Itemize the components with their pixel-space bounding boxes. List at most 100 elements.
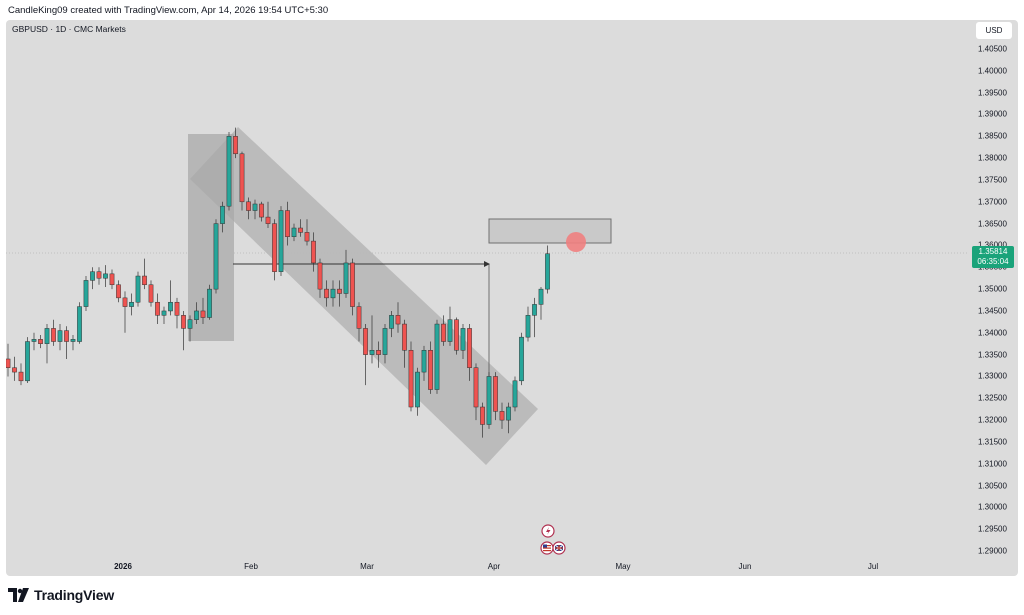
- chart-plot-area[interactable]: GBPUSD · 1D · CMC Markets: [6, 20, 968, 560]
- uk-flag-event-icon[interactable]: [552, 541, 566, 555]
- candle-body[interactable]: [493, 376, 498, 412]
- candle-body[interactable]: [64, 330, 69, 342]
- candle-body[interactable]: [44, 328, 50, 344]
- candle-body[interactable]: [83, 280, 89, 307]
- candle-body[interactable]: [532, 304, 537, 316]
- candle-body[interactable]: [25, 341, 30, 382]
- candle-body[interactable]: [213, 223, 219, 290]
- candle-body[interactable]: [174, 301, 180, 316]
- candle-body[interactable]: [116, 284, 121, 299]
- candle-body[interactable]: [441, 323, 446, 342]
- economic-events[interactable]: [538, 524, 568, 558]
- candle-body[interactable]: [38, 339, 43, 344]
- candle-body[interactable]: [402, 323, 407, 351]
- tradingview-brand[interactable]: TradingView: [8, 586, 114, 604]
- candle-body[interactable]: [200, 310, 206, 318]
- price-tick-label: 1.36000: [978, 241, 1007, 250]
- currency-button[interactable]: USD: [976, 22, 1012, 39]
- candle-body[interactable]: [356, 306, 362, 329]
- candle-body[interactable]: [317, 262, 323, 290]
- candle-body[interactable]: [545, 253, 550, 290]
- candle-body[interactable]: [252, 203, 258, 211]
- candle-body[interactable]: [330, 288, 336, 299]
- candle-body[interactable]: [473, 367, 479, 408]
- candle-body[interactable]: [291, 227, 297, 237]
- candle-body[interactable]: [525, 315, 531, 338]
- candle-body[interactable]: [395, 315, 401, 325]
- candle-body[interactable]: [12, 367, 17, 373]
- candle-body[interactable]: [467, 328, 472, 368]
- candle-body[interactable]: [51, 328, 56, 342]
- candle-body[interactable]: [298, 227, 303, 233]
- candle-body[interactable]: [382, 328, 388, 355]
- us-flag-event-icon[interactable]: [540, 541, 554, 555]
- candle-body[interactable]: [480, 406, 485, 425]
- candle-body[interactable]: [103, 273, 108, 279]
- candle-body[interactable]: [376, 350, 381, 355]
- candle-body[interactable]: [148, 284, 154, 303]
- time-scale[interactable]: 2026 Feb Mar Apr May Jun Jul: [6, 560, 968, 576]
- candle-body[interactable]: [363, 328, 368, 355]
- candle-body[interactable]: [434, 323, 440, 390]
- candle-body[interactable]: [265, 216, 271, 224]
- candle-body[interactable]: [421, 350, 427, 373]
- candle-body[interactable]: [304, 232, 310, 242]
- candle-body[interactable]: [122, 297, 128, 307]
- candle-body[interactable]: [207, 288, 212, 318]
- candle-body[interactable]: [96, 271, 102, 279]
- candle-body[interactable]: [350, 262, 355, 307]
- candle-body[interactable]: [506, 406, 511, 421]
- candle-body[interactable]: [109, 273, 115, 286]
- candle-body[interactable]: [408, 350, 414, 408]
- lightning-event-icon[interactable]: [541, 524, 555, 538]
- candle-body[interactable]: [447, 319, 453, 342]
- candle-body[interactable]: [181, 315, 186, 329]
- candle-body[interactable]: [155, 301, 160, 316]
- candle-body[interactable]: [31, 339, 37, 342]
- candle-body[interactable]: [311, 240, 316, 264]
- candle-body[interactable]: [142, 275, 147, 286]
- candle-body[interactable]: [460, 328, 466, 351]
- chart-frame[interactable]: GBPUSD · 1D · CMC Markets USD 1.40500 1.4…: [6, 20, 1018, 576]
- price-tick-label: 1.34500: [978, 306, 1007, 316]
- candle-body[interactable]: [337, 288, 342, 294]
- candle-body[interactable]: [285, 210, 290, 237]
- price-tick-label: 1.32000: [978, 415, 1007, 425]
- price-tick-label: 1.35000: [978, 284, 1007, 294]
- candle-body[interactable]: [220, 205, 225, 224]
- candle-body[interactable]: [278, 210, 284, 272]
- candle-body[interactable]: [135, 275, 141, 303]
- candle-body[interactable]: [519, 336, 524, 382]
- candle-body[interactable]: [369, 350, 375, 355]
- candle-body[interactable]: [454, 319, 459, 351]
- candle-body[interactable]: [161, 310, 167, 316]
- candle-body[interactable]: [18, 371, 24, 382]
- candle-body[interactable]: [538, 288, 544, 305]
- candle-body[interactable]: [259, 203, 264, 218]
- candle-body[interactable]: [324, 288, 329, 299]
- candlestick-chart[interactable]: [6, 20, 968, 560]
- candle-body[interactable]: [486, 376, 492, 425]
- candle-body[interactable]: [226, 136, 232, 207]
- price-scale[interactable]: USD 1.40500 1.40000 1.39500 1.39000 1.38500 1…: [968, 20, 1018, 576]
- candle-body[interactable]: [129, 301, 134, 307]
- candle-body[interactable]: [187, 319, 193, 329]
- candle-body[interactable]: [90, 271, 95, 281]
- candle-body[interactable]: [57, 330, 63, 342]
- symbol-info[interactable]: GBPUSD · 1D · CMC Markets: [12, 24, 126, 34]
- candle-body[interactable]: [77, 306, 82, 342]
- candle-body[interactable]: [415, 371, 420, 408]
- candle-body[interactable]: [168, 301, 173, 312]
- candle-body[interactable]: [343, 262, 349, 294]
- candle-body[interactable]: [233, 136, 238, 155]
- candle-body[interactable]: [239, 153, 245, 203]
- candle-body[interactable]: [6, 358, 11, 368]
- candle-body[interactable]: [194, 310, 199, 320]
- candle-body[interactable]: [246, 201, 251, 211]
- candle-body[interactable]: [512, 380, 518, 408]
- candle-body[interactable]: [272, 223, 277, 272]
- candle-body[interactable]: [70, 339, 76, 342]
- candle-body[interactable]: [428, 350, 433, 390]
- candle-body[interactable]: [499, 411, 505, 421]
- candle-body[interactable]: [389, 315, 394, 329]
